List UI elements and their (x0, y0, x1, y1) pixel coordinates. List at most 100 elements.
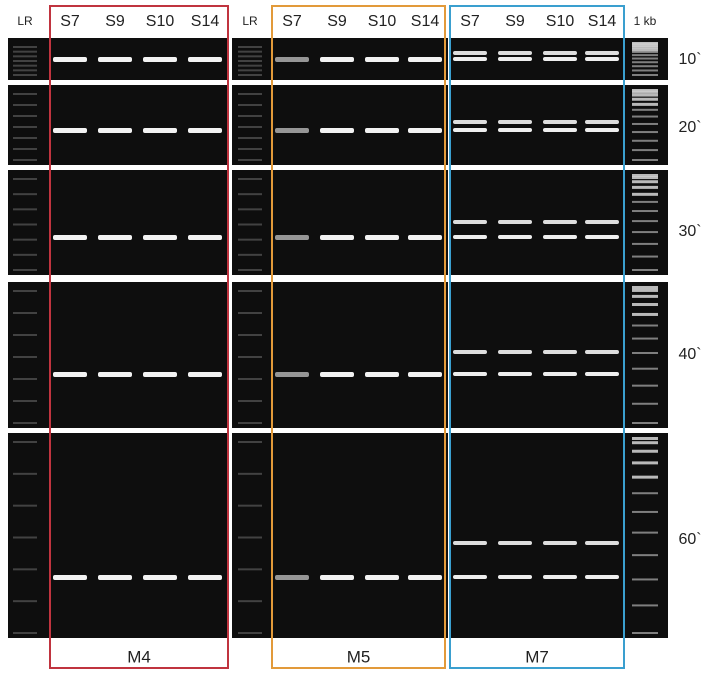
dna-band (320, 235, 354, 240)
ladder-band (238, 208, 262, 211)
ladder-band (632, 90, 658, 94)
lane-header: S10 (546, 13, 575, 30)
lane-header: S7 (282, 13, 302, 30)
ladder-band (632, 449, 658, 453)
lane-header: S10 (146, 13, 175, 30)
dna-band (365, 575, 399, 580)
dna-band (453, 235, 487, 239)
dna-band (585, 51, 619, 55)
ladder-band (632, 337, 658, 340)
ladder-band (238, 223, 262, 226)
ladder-band (632, 57, 658, 60)
dna-band (275, 235, 309, 240)
ladder-band (238, 441, 262, 443)
ladder-band (13, 269, 37, 271)
ladder-band (632, 324, 658, 327)
ladder-band (632, 176, 658, 180)
dna-band (453, 120, 487, 124)
ladder-band (13, 441, 37, 443)
dna-band (585, 128, 619, 132)
dna-band (320, 57, 354, 62)
ladder-band (632, 578, 658, 581)
dna-band (585, 120, 619, 124)
ladder-band (632, 180, 658, 184)
group-label: M7 (525, 647, 549, 666)
ladder-band (238, 46, 262, 48)
ladder-band (632, 115, 658, 118)
ladder-band (238, 312, 262, 314)
ladder-band (632, 367, 658, 370)
ladder-band (632, 93, 658, 97)
ladder-band (13, 400, 37, 402)
dna-band (585, 57, 619, 61)
dna-band (453, 575, 487, 579)
dna-band (98, 235, 132, 240)
dna-band (585, 372, 619, 376)
gel-panel (450, 433, 668, 638)
ladder-band (13, 238, 37, 241)
dna-band (143, 57, 177, 62)
ladder-band (13, 193, 37, 196)
gel-panel (8, 170, 229, 275)
lane-header: LR (17, 14, 33, 28)
ladder-band (238, 93, 262, 95)
ladder-band (632, 492, 658, 495)
ladder-band (632, 351, 658, 354)
dna-band (453, 350, 487, 354)
ladder-band (13, 208, 37, 211)
ladder-band (238, 356, 262, 358)
gel-panel (232, 170, 448, 275)
time-label: 40` (678, 346, 701, 363)
ladder-band (13, 378, 37, 380)
dna-band (188, 57, 222, 62)
dna-band (408, 372, 442, 377)
ladder-band (13, 69, 37, 72)
ladder-band (632, 531, 658, 534)
dna-band (188, 575, 222, 580)
ladder-band (238, 178, 262, 180)
dna-band (143, 128, 177, 133)
ladder-band (238, 64, 262, 67)
ladder-band (13, 536, 37, 539)
dna-band (408, 57, 442, 62)
group-label: M4 (127, 647, 151, 666)
dna-band (543, 235, 577, 239)
ladder-band (632, 402, 658, 405)
ladder-band (632, 288, 658, 292)
ladder-band (238, 253, 262, 256)
ladder-band (238, 50, 262, 53)
ladder-band (238, 536, 262, 539)
ladder-band (13, 126, 37, 128)
gel-panel (8, 282, 229, 428)
ladder-band (632, 174, 658, 177)
dna-band (543, 128, 577, 132)
ladder-band (238, 137, 262, 139)
dna-band (543, 120, 577, 124)
ladder-band (632, 220, 658, 223)
dna-band (453, 57, 487, 61)
dna-band (543, 220, 577, 224)
dna-band (498, 575, 532, 579)
ladder-band (13, 64, 37, 67)
dna-band (453, 541, 487, 545)
ladder-band (632, 122, 658, 125)
time-label: 60` (678, 531, 701, 548)
time-label: 30` (678, 223, 701, 240)
ladder-band (632, 312, 658, 316)
ladder-band (632, 422, 658, 424)
dna-band (53, 235, 87, 240)
dna-band (143, 575, 177, 580)
group-box (449, 5, 625, 669)
dna-band (585, 575, 619, 579)
ladder-band (238, 568, 262, 571)
dna-band (98, 57, 132, 62)
dna-band (188, 372, 222, 377)
ladder-band (13, 312, 37, 314)
lane-header: S10 (368, 13, 397, 30)
ladder-band (632, 303, 658, 307)
lane-header: S14 (191, 13, 220, 30)
ladder-band (238, 69, 262, 72)
dna-band (275, 372, 309, 377)
gel-panel (450, 85, 668, 165)
